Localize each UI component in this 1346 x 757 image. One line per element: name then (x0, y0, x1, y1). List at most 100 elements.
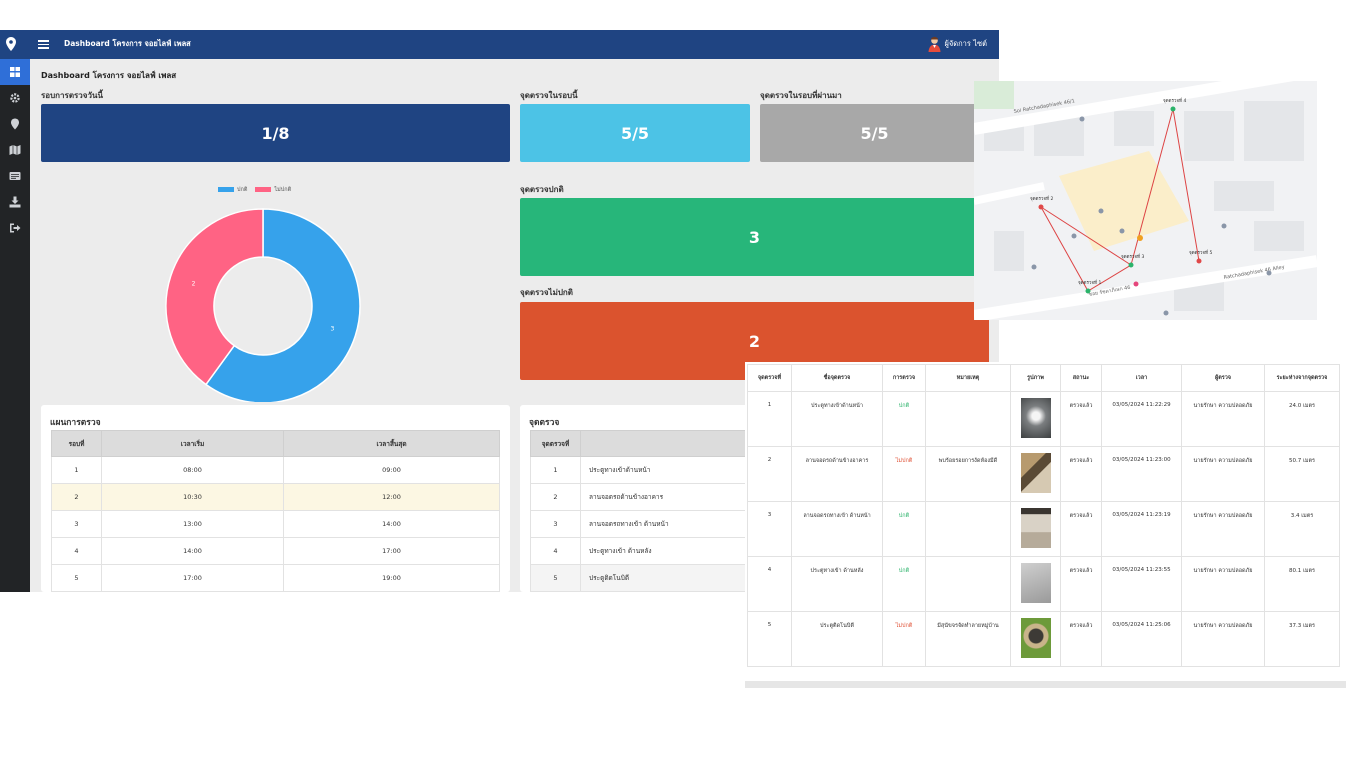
normal-checkpoints-card: 3 (520, 198, 989, 276)
road-left (974, 182, 1045, 205)
insp-col-image[interactable]: รูปภาพ (1010, 364, 1061, 392)
photo-thumbnail[interactable] (1020, 453, 1051, 493)
sidebar (0, 59, 30, 592)
insp-cell-time: 03/05/2024 11:23:00 (1101, 446, 1182, 502)
insp-cell-distance: 50.7 เมตร (1264, 446, 1340, 502)
plan-cell-round: 1 (51, 456, 102, 484)
plan-cell-round: 5 (51, 564, 102, 592)
app-title: Dashboard โครงการ จอยไลฟ์ เพลส (64, 39, 191, 48)
legend-item-normal[interactable]: ปกติ (218, 186, 247, 194)
svg-text:จุดตรวจที่ 4: จุดตรวจที่ 4 (1163, 97, 1186, 104)
table-row[interactable]: 1 ประตูทางเข้าด้านหน้า ปกติ ตรวจแล้ว 03/… (747, 391, 1340, 447)
checkpoint-marker-2[interactable]: จุดตรวจที่ 2 (1030, 195, 1053, 210)
checkpoint-cell-no: 1 (530, 456, 581, 484)
photo-thumbnail[interactable] (1020, 398, 1051, 438)
sidebar-item-settings[interactable] (0, 85, 30, 111)
insp-cell-inspector: นายรักษา ความปลอดภัย (1181, 556, 1265, 612)
table-row[interactable]: 4 ประตูทางเข้า ด้านหลัง ปกติ ตรวจแล้ว 03… (747, 556, 1340, 612)
insp-cell-note: มีสุนัขจรจัดทำลายหมู่บ้าน (925, 611, 1011, 667)
table-row[interactable]: 3 ลานจอดรถทางเข้า ด้านหน้า ปกติ ตรวจแล้ว… (747, 501, 1340, 557)
insp-col-time[interactable]: เวลา (1101, 364, 1182, 392)
insp-cell-status: ตรวจแล้ว (1060, 611, 1102, 667)
insp-cell-result: ปกติ (882, 391, 926, 447)
table-row[interactable]: 4 14:00 17:00 (51, 537, 500, 565)
insp-col-result[interactable]: การตรวจ (882, 364, 926, 392)
plan-table-title: แผนการตรวจ (50, 418, 101, 428)
checkpoint-col-no[interactable]: จุดตรวจที่ (530, 430, 581, 457)
rounds-today-card: 1/8 (41, 104, 510, 162)
insp-cell-note (925, 391, 1011, 447)
checkpoint-marker-5[interactable]: จุดตรวจที่ 5 (1189, 249, 1212, 264)
insp-cell-time: 03/05/2024 11:23:55 (1101, 556, 1182, 612)
checkpoint-cell-no: 5 (530, 564, 581, 592)
dashboard-icon (10, 67, 20, 77)
photo-thumbnail[interactable] (1020, 508, 1051, 548)
svg-text:จุดตรวจที่ 1: จุดตรวจที่ 1 (1078, 279, 1101, 286)
insp-col-distance[interactable]: ระยะห่างจากจุดตรวจ (1264, 364, 1340, 392)
table-row[interactable]: 3 13:00 14:00 (51, 510, 500, 538)
donut-svg: 32 (165, 208, 361, 404)
insp-cell-result: ไม่ปกติ (882, 611, 926, 667)
insp-cell-no: 2 (747, 446, 792, 502)
plan-col-start[interactable]: เวลาเริ่ม (101, 430, 284, 457)
map-canvas[interactable]: Soi Ratchadaphisek 46/1 Ratchadaphisek 4… (974, 81, 1317, 320)
logout-icon (10, 223, 21, 233)
table-row[interactable]: 1 08:00 09:00 (51, 456, 500, 484)
insp-col-note[interactable]: หมายเหตุ (925, 364, 1011, 392)
location-pin-logo-icon[interactable] (6, 37, 16, 51)
insp-cell-distance: 3.4 เมตร (1264, 501, 1340, 557)
hamburger-menu-icon[interactable] (38, 40, 49, 49)
checkpoint-table-title: จุดตรวจ (529, 418, 560, 428)
photo-thumbnail[interactable] (1020, 618, 1051, 658)
checkpoint-cell-no: 4 (530, 537, 581, 565)
plan-cell-start: 13:00 (101, 510, 284, 538)
inspection-scrollbar-track[interactable] (745, 681, 1346, 688)
table-row[interactable]: 5 ประตูติดโนบิตี ไม่ปกติ มีสุนัขจรจัดทำล… (747, 611, 1340, 667)
insp-col-inspector[interactable]: ผู้ตรวจ (1181, 364, 1265, 392)
svg-text:จุดตรวจที่ 3: จุดตรวจที่ 3 (1121, 253, 1144, 260)
sidebar-item-dashboard[interactable] (0, 59, 30, 85)
insp-cell-image (1010, 501, 1061, 557)
sidebar-item-map[interactable] (0, 137, 30, 163)
table-row[interactable]: 5 17:00 19:00 (51, 564, 500, 592)
insp-cell-note: พบร้อยรอยการงัดห้องมีดี (925, 446, 1011, 502)
plan-cell-end: 12:00 (283, 483, 500, 511)
insp-cell-note (925, 556, 1011, 612)
table-row-current[interactable]: 2 10:30 12:00 (51, 483, 500, 511)
project-pin[interactable] (1137, 235, 1143, 241)
insp-cell-result: ปกติ (882, 501, 926, 557)
checkpoint-marker-4[interactable]: จุดตรวจที่ 4 (1163, 97, 1186, 112)
insp-cell-status: ตรวจแล้ว (1060, 391, 1102, 447)
plan-col-round[interactable]: รอบที่ (51, 430, 102, 457)
sidebar-item-locations[interactable] (0, 111, 30, 137)
user-menu[interactable]: ผู้จัดการ ไซต์ (928, 36, 987, 52)
insp-cell-image (1010, 556, 1061, 612)
insp-cell-result: ไม่ปกติ (882, 446, 926, 502)
normal-checkpoints-label: จุดตรวจปกติ (520, 185, 564, 194)
sidebar-item-download[interactable] (0, 189, 30, 215)
donut-slice-0[interactable] (204, 208, 361, 404)
map-pin-icon (11, 118, 19, 130)
table-row[interactable]: 2 ลานจอดรถด้านข้างอาคาร ไม่ปกติ พบร้อยรอ… (747, 446, 1340, 502)
photo-thumbnail[interactable] (1020, 563, 1051, 603)
sidebar-item-reports[interactable] (0, 163, 30, 189)
patrol-map[interactable]: Soi Ratchadaphisek 46/1 Ratchadaphisek 4… (974, 81, 1317, 320)
insp-col-status[interactable]: สถานะ (1060, 364, 1102, 392)
insp-col-no[interactable]: จุดตรวจที่ (747, 364, 792, 392)
legend-item-abnormal[interactable]: ไม่ปกติ (255, 186, 291, 194)
donut-slice-1[interactable] (165, 208, 264, 386)
donut-value-label-0: 3 (331, 326, 335, 333)
checkpoint-marker-3[interactable]: จุดตรวจที่ 3 (1121, 253, 1144, 268)
plan-col-end[interactable]: เวลาสิ้นสุด (283, 430, 500, 457)
sidebar-item-logout[interactable] (0, 215, 30, 241)
insp-cell-image (1010, 446, 1061, 502)
insp-cell-inspector: นายรักษา ความปลอดภัย (1181, 446, 1265, 502)
checkpoint-marker-1[interactable]: จุดตรวจที่ 1 (1078, 279, 1101, 294)
insp-cell-name: ประตูติดโนบิตี (791, 611, 883, 667)
insp-cell-image (1010, 391, 1061, 447)
donut-value-label-1: 2 (192, 280, 196, 287)
svg-text:จุดตรวจที่ 5: จุดตรวจที่ 5 (1189, 249, 1212, 256)
insp-col-name[interactable]: ชื่อจุดตรวจ (791, 364, 883, 392)
insp-cell-name: ประตูทางเข้า ด้านหลัง (791, 556, 883, 612)
